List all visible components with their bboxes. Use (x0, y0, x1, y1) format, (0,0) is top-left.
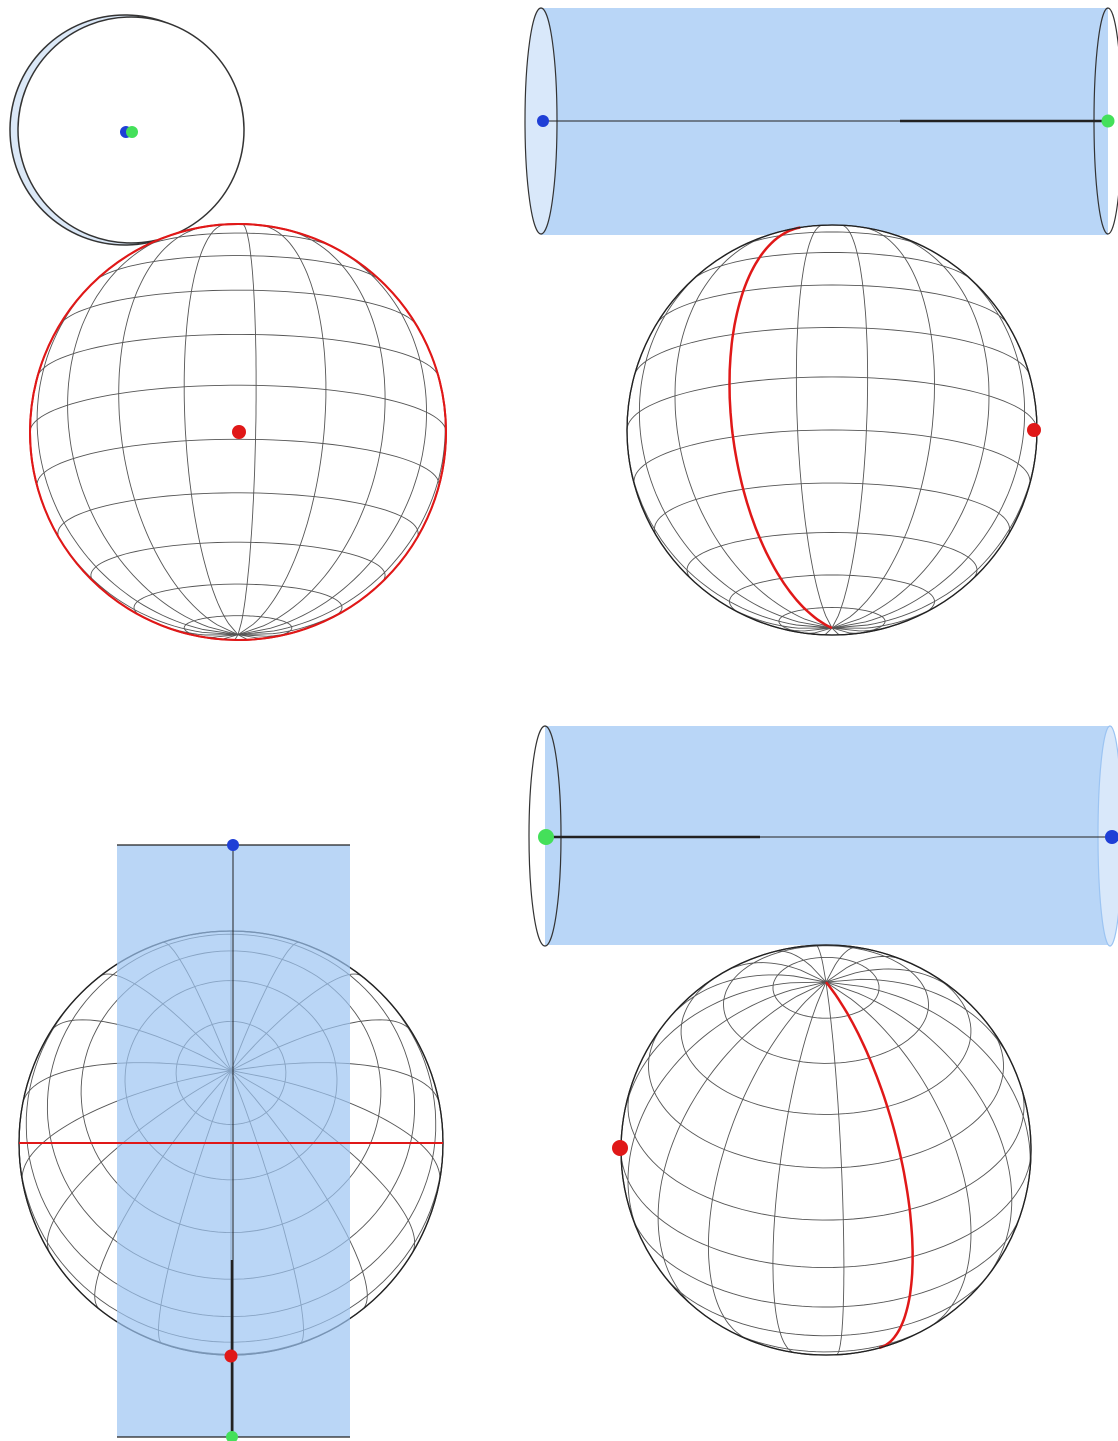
meridian (825, 955, 902, 983)
red-meridian (825, 981, 914, 1350)
meridian (237, 223, 257, 635)
meridian (825, 981, 1013, 1278)
parallel (772, 956, 880, 1019)
meridian (118, 226, 239, 636)
parallel (60, 289, 417, 326)
parallel (90, 541, 386, 584)
point-red (224, 1349, 238, 1363)
parallel (36, 438, 440, 487)
meridian (772, 981, 827, 1354)
parallel (723, 945, 929, 1064)
axis-dot-green (126, 126, 138, 138)
meridian (657, 981, 827, 1307)
cylinder-end-view (9, 14, 245, 246)
point-red (1027, 423, 1041, 437)
meridian (237, 229, 386, 636)
parallel (57, 492, 419, 539)
axis-dot-blue (227, 839, 239, 851)
meridian (725, 962, 827, 983)
meridian (627, 981, 827, 1237)
globe (626, 224, 1041, 636)
parallel (654, 482, 1010, 534)
parallel (656, 284, 1008, 325)
meridian (831, 227, 935, 629)
meridian (67, 233, 239, 636)
point-red (612, 1140, 628, 1156)
parallel (133, 583, 343, 618)
parallel (693, 252, 971, 279)
meridian (825, 978, 1010, 1060)
cylinder (19, 839, 443, 1441)
parallel (743, 231, 921, 246)
red-meridian (728, 226, 833, 630)
meridian (674, 234, 833, 629)
meridian (825, 981, 1031, 1178)
meridian (237, 225, 327, 636)
parallel (633, 429, 1031, 484)
cylinder-body (545, 726, 1112, 945)
parallel (143, 232, 332, 248)
axis-dot-blue (1105, 830, 1118, 844)
meridian (668, 974, 827, 1020)
globe (612, 944, 1032, 1356)
meridian (237, 246, 427, 636)
parallel (37, 333, 439, 377)
parallel (29, 384, 447, 432)
meridian (795, 224, 833, 629)
meridian (707, 981, 827, 1340)
meridian (183, 223, 239, 635)
parallel (626, 376, 1038, 431)
meridian (825, 982, 845, 1356)
meridian (825, 981, 972, 1327)
parallel (680, 973, 972, 1115)
axis-dot-green (226, 1431, 238, 1441)
parallel (648, 1025, 1004, 1169)
parallel (634, 327, 1030, 374)
point-red (232, 425, 246, 439)
globe-outline (29, 223, 447, 641)
meridian (775, 950, 827, 983)
meridian (831, 224, 869, 629)
parallel (729, 574, 935, 614)
parallel (666, 1276, 988, 1337)
meridian (36, 272, 239, 636)
parallel (686, 532, 978, 581)
meridian (831, 234, 990, 629)
parallel (726, 1328, 927, 1353)
parallel (627, 1086, 1025, 1221)
parallel (96, 255, 381, 282)
axis-dot-green (1101, 114, 1115, 128)
globe (29, 223, 447, 641)
axis-dot-blue (537, 115, 549, 127)
cylinder (528, 725, 1118, 947)
axis-dot-green (538, 829, 554, 845)
cylinder (524, 7, 1118, 235)
